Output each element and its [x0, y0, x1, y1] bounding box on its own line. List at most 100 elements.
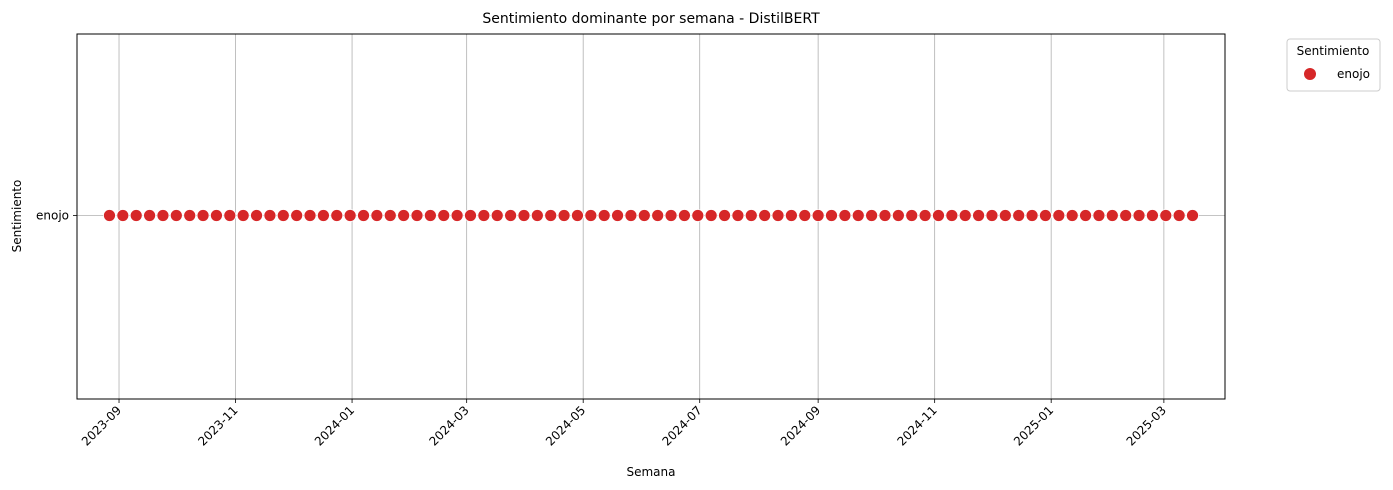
data-point	[450, 209, 464, 222]
data-point	[490, 209, 504, 222]
x-tick-label: 2023-11	[195, 403, 240, 448]
data-point	[945, 209, 959, 222]
data-point	[557, 209, 571, 222]
y-axis-label: Sentimiento	[10, 180, 24, 253]
data-point	[637, 209, 651, 222]
data-point	[143, 209, 156, 222]
data-point	[263, 209, 277, 222]
data-point	[744, 209, 758, 222]
data-point	[544, 209, 558, 222]
data-point	[517, 209, 531, 222]
data-point	[1092, 209, 1106, 222]
data-point	[972, 209, 985, 222]
y-axis-ticks: enojo	[36, 209, 77, 223]
data-point	[958, 209, 972, 222]
data-point	[530, 209, 544, 222]
x-tick-label: 2024-11	[894, 403, 939, 448]
data-point	[651, 209, 665, 222]
data-point	[129, 209, 143, 222]
data-point	[1065, 209, 1079, 222]
data-point	[223, 209, 237, 222]
data-point	[932, 209, 945, 222]
data-point	[811, 209, 825, 222]
data-point	[611, 209, 624, 222]
legend-title: Sentimiento	[1297, 44, 1370, 58]
data-point	[691, 209, 705, 222]
plot-frame	[76, 33, 1226, 400]
data-point	[276, 209, 290, 222]
data-point	[784, 209, 798, 222]
data-point	[1012, 209, 1026, 222]
x-tick-label: 2024-01	[312, 403, 357, 448]
data-point	[1186, 209, 1199, 222]
data-point	[169, 209, 183, 222]
x-axis-label: Semana	[626, 465, 675, 479]
data-point	[758, 209, 772, 222]
data-point	[504, 209, 518, 222]
data-point	[624, 209, 638, 222]
data-point	[464, 209, 477, 222]
legend-marker	[1304, 68, 1316, 80]
x-tick-label: 2025-03	[1124, 403, 1169, 448]
data-point	[771, 209, 785, 222]
data-point	[423, 209, 437, 222]
data-point	[250, 209, 263, 222]
data-point	[825, 209, 838, 222]
data-point	[1159, 209, 1173, 222]
data-point	[383, 209, 397, 222]
data-point	[891, 209, 905, 222]
data-point	[330, 209, 344, 222]
x-tick-label: 2023-09	[79, 403, 124, 448]
data-point	[437, 209, 451, 222]
data-point	[985, 209, 999, 222]
legend-entry-label: enojo	[1337, 67, 1370, 81]
data-point	[798, 209, 812, 222]
data-point	[838, 209, 852, 222]
data-points	[103, 209, 1199, 222]
data-point	[571, 209, 584, 222]
data-point	[477, 209, 491, 222]
legend: Sentimiento enojo	[1286, 38, 1381, 92]
data-point	[156, 209, 170, 222]
x-tick-label: 2024-09	[778, 403, 823, 448]
data-point	[664, 209, 678, 222]
x-axis-ticks: 2023-09 2023-11 2024-01 2024-03 2024-05 2024-…	[79, 399, 1169, 449]
data-point	[317, 209, 330, 222]
data-point	[196, 209, 210, 222]
data-point	[410, 209, 424, 222]
data-point	[1146, 209, 1159, 222]
data-point	[678, 209, 691, 222]
data-point	[1105, 209, 1119, 222]
data-point	[918, 209, 932, 222]
data-point	[1119, 209, 1133, 222]
data-point	[1025, 209, 1039, 222]
data-point	[370, 209, 384, 222]
data-point	[1039, 209, 1052, 222]
data-point	[998, 209, 1012, 222]
data-point	[718, 209, 731, 222]
data-point	[183, 209, 197, 222]
data-point	[851, 209, 865, 222]
x-tick-label: 2024-07	[659, 403, 704, 448]
data-point	[1079, 209, 1092, 222]
x-tick-label: 2024-05	[543, 403, 588, 448]
data-point	[731, 209, 745, 222]
data-point	[905, 209, 919, 222]
legend-items: enojo	[1304, 67, 1370, 81]
chart-title: Sentimiento dominante por semana - Disti…	[482, 11, 820, 27]
data-point	[865, 209, 879, 222]
data-point	[584, 209, 598, 222]
x-tick-label: 2025-01	[1011, 403, 1056, 448]
data-point	[303, 209, 317, 222]
data-point	[357, 209, 370, 222]
data-point	[397, 209, 411, 222]
data-point	[1052, 209, 1066, 222]
data-point	[597, 209, 611, 222]
data-point	[1132, 209, 1146, 222]
data-point	[1172, 209, 1186, 222]
data-point	[290, 209, 304, 222]
data-point	[236, 209, 250, 222]
y-tick-label: enojo	[36, 209, 69, 223]
